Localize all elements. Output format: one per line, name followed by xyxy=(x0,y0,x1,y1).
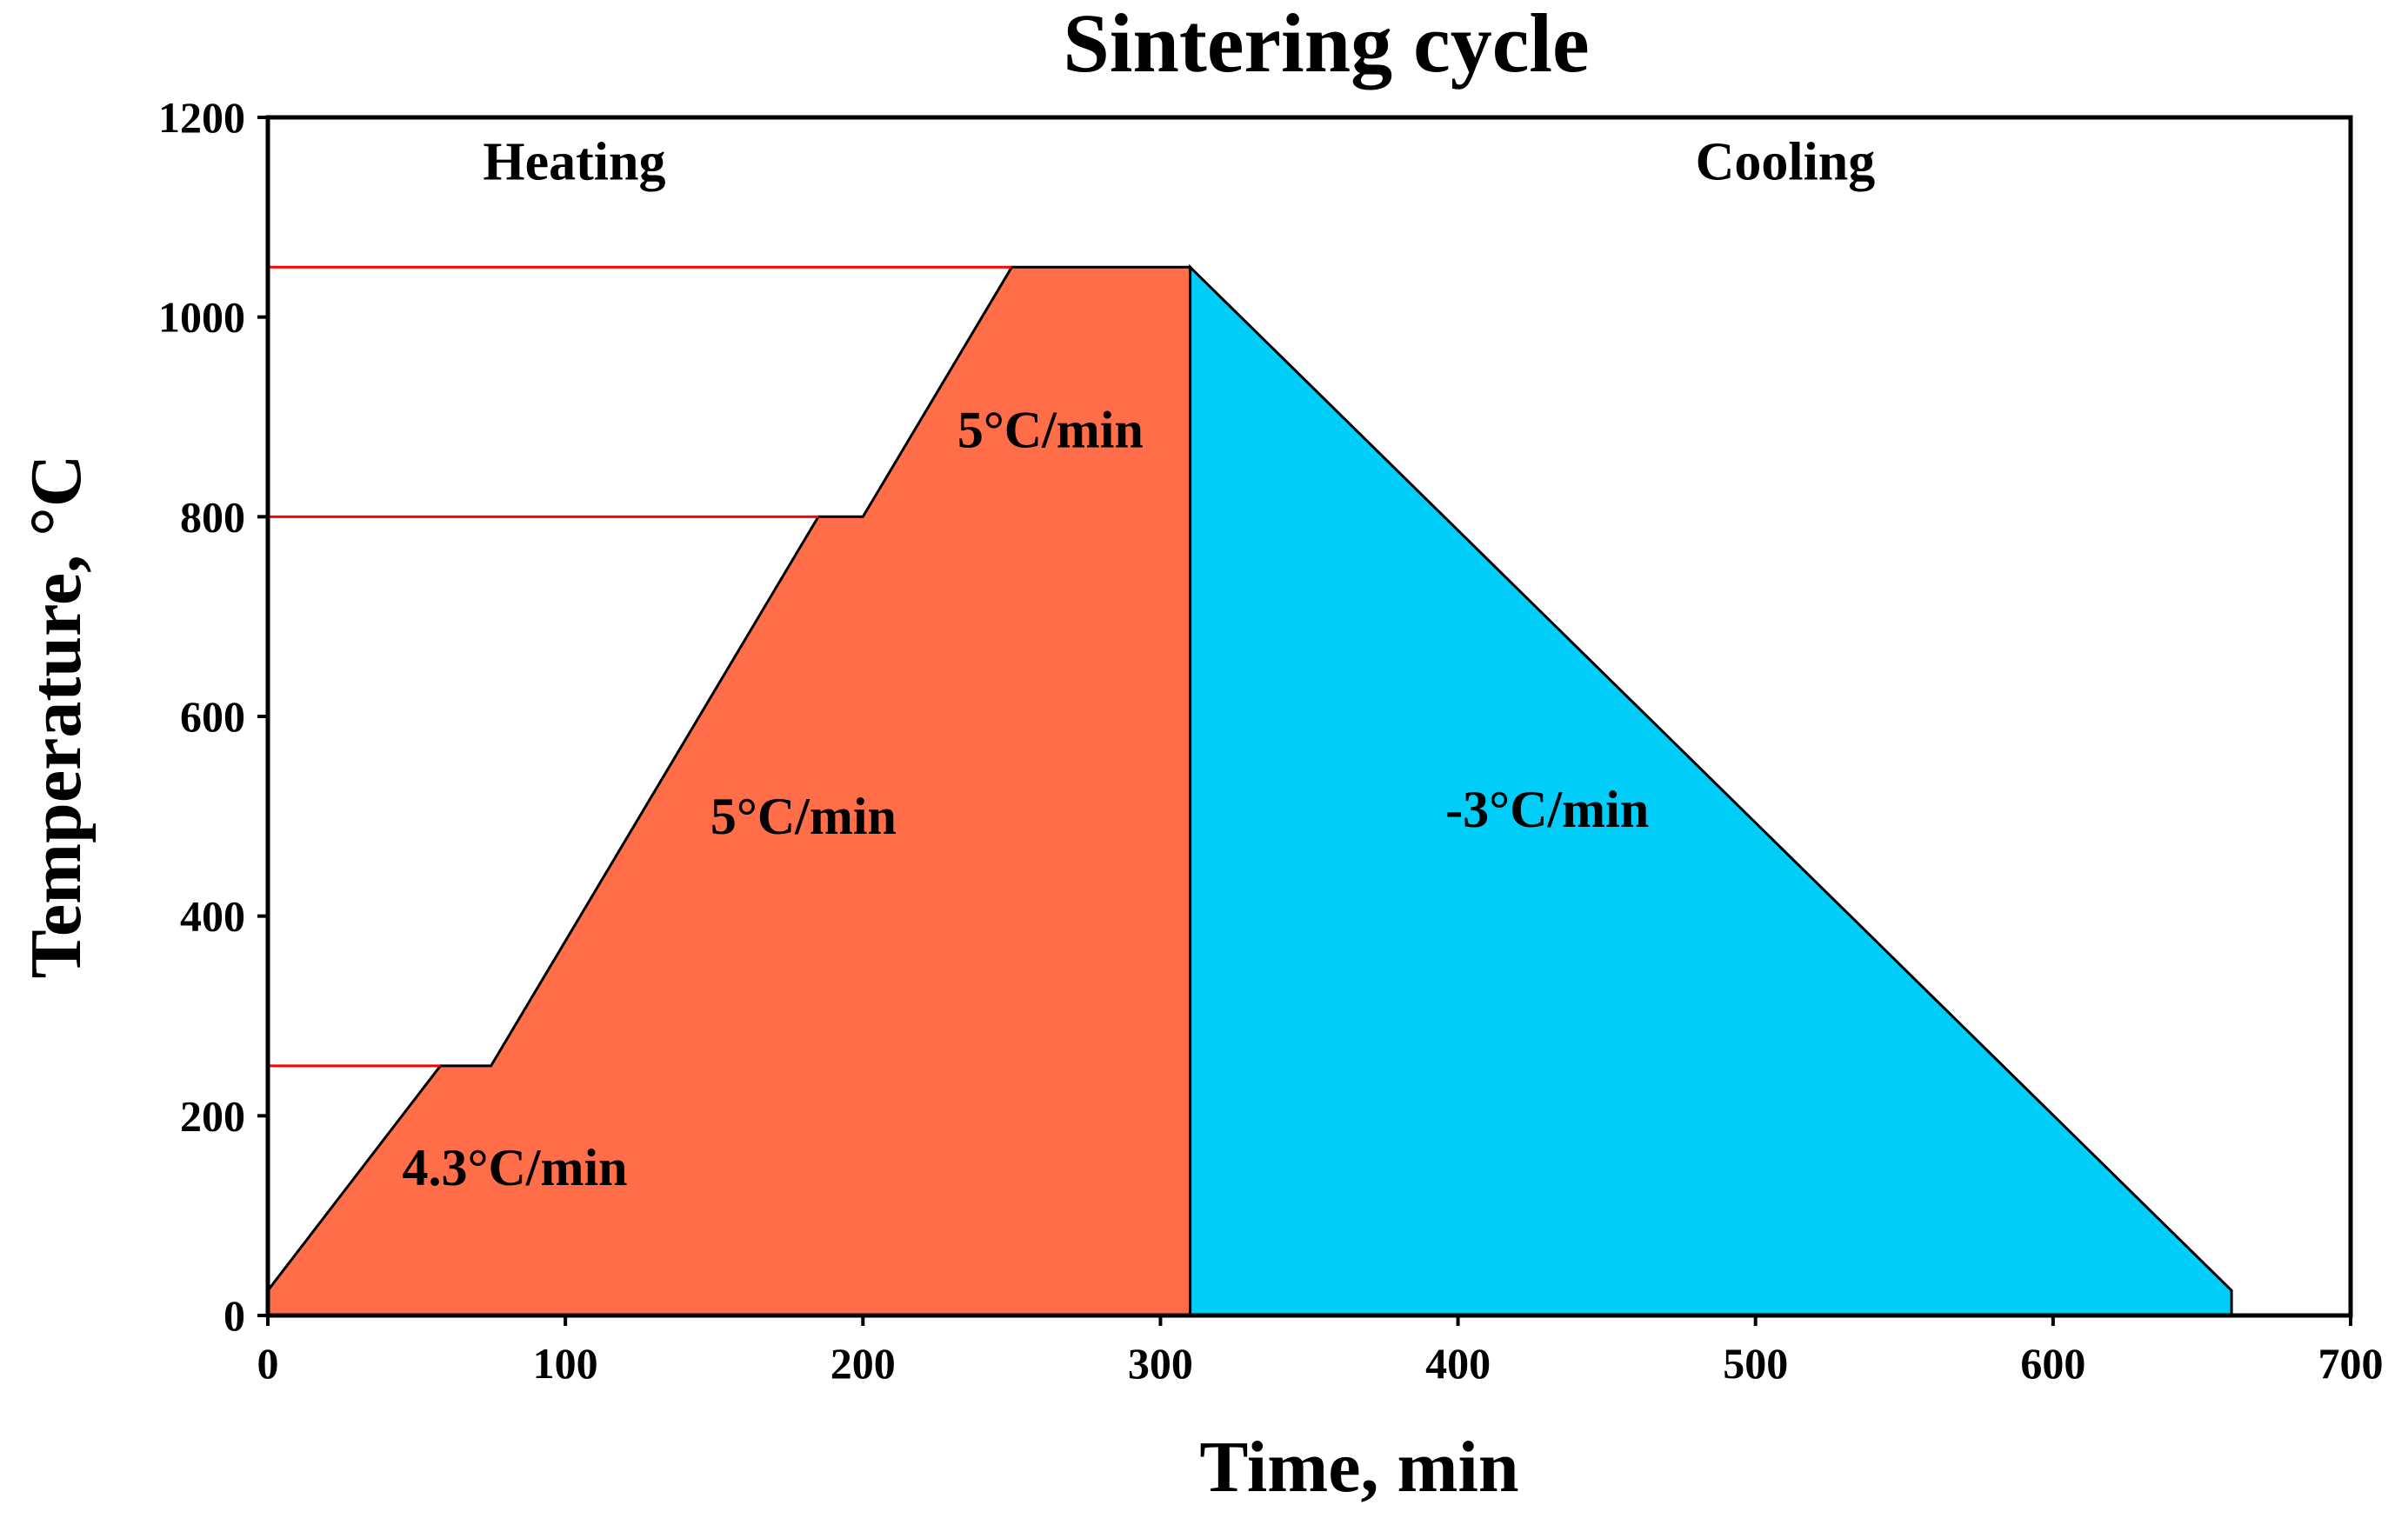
region-label-cooling: Cooling xyxy=(1696,133,1876,192)
x-tick-label-0: 0 xyxy=(257,1339,279,1388)
y-axis-ticks: 0 200 400 600 800 1000 1200 xyxy=(158,93,268,1340)
y-axis-label: Temperature, °C xyxy=(16,455,97,979)
y-tick-label-600: 600 xyxy=(180,692,245,741)
y-tick-label-1200: 1200 xyxy=(158,93,245,142)
x-tick-label-500: 500 xyxy=(1723,1339,1788,1388)
x-tick-label-400: 400 xyxy=(1425,1339,1491,1388)
rate-annotation-3: 5°C/min xyxy=(957,401,1144,458)
region-labels: Heating Cooling xyxy=(483,133,1875,192)
x-tick-label-200: 200 xyxy=(830,1339,896,1388)
y-tick-label-1000: 1000 xyxy=(158,293,245,342)
y-axis-label-text: Temperature, xyxy=(16,536,97,979)
y-axis-unit: °C xyxy=(16,455,97,536)
area-cooling xyxy=(1189,263,2233,1317)
x-tick-label-300: 300 xyxy=(1128,1339,1193,1388)
reference-lines xyxy=(268,265,1012,1068)
x-tick-label-600: 600 xyxy=(2020,1339,2085,1388)
x-tick-label-700: 700 xyxy=(2318,1339,2384,1388)
y-tick-label-800: 800 xyxy=(180,492,245,541)
rate-annotations: 4.3°C/min 5°C/min 5°C/min -3°C/min xyxy=(402,401,1649,1196)
x-axis-label: Time, min xyxy=(1199,1427,1518,1508)
y-tick-label-200: 200 xyxy=(180,1091,245,1140)
y-tick-label-0: 0 xyxy=(223,1291,245,1340)
rate-annotation-2: 5°C/min xyxy=(710,788,897,845)
x-axis-ticks: 0 100 200 300 400 500 600 700 xyxy=(257,1315,2384,1388)
y-tick-label-400: 400 xyxy=(180,892,245,941)
rate-annotation-4: -3°C/min xyxy=(1445,781,1649,838)
x-tick-label-100: 100 xyxy=(533,1339,598,1388)
chart-title: Sintering cycle xyxy=(1063,0,1589,90)
rate-annotation-1: 4.3°C/min xyxy=(402,1139,627,1196)
region-label-heating: Heating xyxy=(483,133,665,192)
series-layer xyxy=(266,263,2233,1317)
